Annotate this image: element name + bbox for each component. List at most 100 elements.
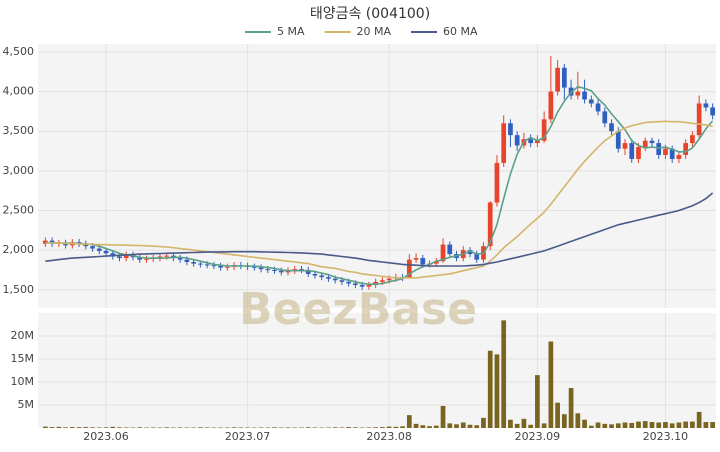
- volume-bar: [272, 427, 277, 428]
- volume-bar: [278, 427, 284, 429]
- volume-bar: [588, 425, 594, 428]
- candle-body: [103, 250, 109, 254]
- candle-body: [164, 255, 170, 257]
- volume-bar: [420, 425, 426, 428]
- candle-body: [487, 202, 493, 247]
- volume-bar: [494, 354, 500, 428]
- ma-line: [45, 85, 714, 285]
- volume-bar: [629, 422, 635, 428]
- volume-bar: [690, 421, 695, 428]
- candle-body: [157, 256, 163, 259]
- watermark: BeezBase: [239, 284, 477, 335]
- volume-bar: [622, 422, 628, 428]
- volume-bar: [218, 427, 223, 429]
- candle-body: [494, 162, 500, 203]
- volume-bar: [238, 427, 244, 428]
- volume-bar: [615, 423, 621, 428]
- volume-bar: [157, 427, 163, 429]
- volume-bar: [386, 426, 392, 428]
- volume-bar: [427, 426, 432, 428]
- candle-body: [319, 275, 325, 278]
- candle-body: [703, 103, 709, 108]
- volume-bar: [669, 423, 675, 428]
- legend-label: 60 MA: [443, 25, 478, 38]
- candle-body: [588, 99, 594, 104]
- volume-bar: [123, 427, 129, 428]
- legend-label: 20 MA: [357, 25, 392, 38]
- volume-bar: [703, 422, 709, 428]
- volume-bar: [663, 422, 668, 428]
- candle-body: [272, 269, 277, 271]
- volume-bar: [76, 427, 82, 428]
- candle-body: [326, 277, 331, 279]
- volume-bar: [676, 422, 682, 428]
- volume-bar: [649, 422, 655, 428]
- candle-body: [137, 257, 143, 260]
- volume-bar: [164, 427, 170, 428]
- candle-body: [218, 265, 223, 268]
- volume-bar: [96, 427, 102, 428]
- candle-body: [683, 143, 689, 155]
- candle-body: [649, 140, 655, 144]
- volume-bar: [258, 427, 264, 428]
- candle-body: [265, 269, 271, 271]
- y-tick-label: 3,500: [3, 124, 35, 137]
- candle-body: [433, 261, 439, 264]
- volume-bar: [474, 425, 480, 428]
- x-tick-label: 2023.06: [83, 430, 129, 443]
- candle-body: [305, 269, 311, 274]
- volume-bar: [683, 421, 689, 428]
- candle-body: [96, 248, 102, 251]
- ma-line: [45, 192, 714, 267]
- candle-body: [548, 91, 554, 120]
- volume-bar: [373, 427, 378, 428]
- volume-bar: [292, 427, 298, 429]
- volume-bar: [204, 427, 210, 428]
- volume-bar: [582, 419, 587, 428]
- volume-bar: [501, 320, 507, 428]
- candle-body: [359, 285, 365, 287]
- x-tick-label: 2023.08: [366, 430, 412, 443]
- candle-body: [690, 135, 695, 144]
- candle-body: [514, 135, 520, 146]
- candle-body: [615, 131, 621, 149]
- candle-body: [285, 270, 291, 273]
- volume-bar: [433, 425, 439, 428]
- volume-bar: [150, 427, 156, 428]
- volume-bar: [198, 427, 203, 428]
- x-tick-label: 2023.07: [225, 430, 271, 443]
- candle-body: [629, 143, 635, 159]
- volume-bar: [460, 422, 466, 428]
- volume-bar: [191, 427, 197, 429]
- candle-body: [508, 123, 513, 136]
- volume-bar: [305, 427, 311, 428]
- candle-body: [676, 154, 682, 159]
- candle-body: [710, 107, 715, 116]
- volume-bar: [568, 387, 574, 428]
- legend-label: 5 MA: [277, 25, 305, 38]
- candle-body: [339, 280, 345, 282]
- candle-body: [332, 278, 338, 281]
- volume-bar: [508, 419, 513, 428]
- volume-bar: [43, 426, 48, 428]
- candle-body: [144, 258, 149, 260]
- volume-bar: [541, 423, 547, 428]
- volume-bar: [454, 424, 459, 428]
- volume-bar: [359, 427, 365, 429]
- candle-body: [467, 250, 473, 255]
- y-tick-label: 1,500: [3, 283, 35, 296]
- volume-bar: [117, 427, 122, 428]
- candle-body: [43, 240, 48, 244]
- volume-bar: [83, 427, 89, 428]
- candle-body: [636, 147, 641, 159]
- candle-body: [582, 91, 587, 100]
- ma-line: [45, 120, 713, 279]
- volume-bar: [56, 426, 62, 428]
- volume-bar: [265, 427, 271, 429]
- candle-body: [406, 259, 412, 278]
- volume-bar: [224, 427, 230, 429]
- volume-bar: [103, 427, 109, 428]
- volume-bar: [319, 427, 325, 429]
- candle-body: [299, 269, 304, 271]
